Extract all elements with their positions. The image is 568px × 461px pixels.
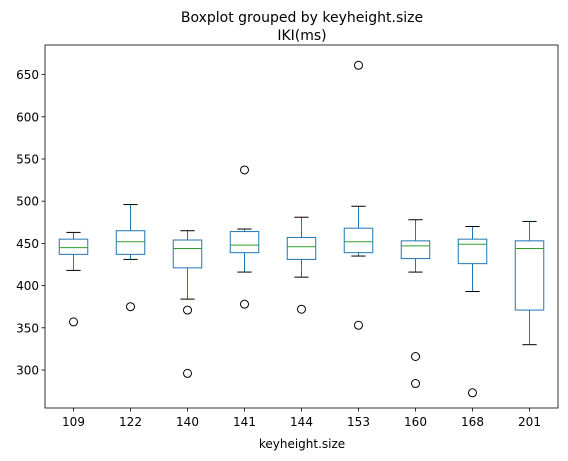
box-group bbox=[286, 216, 317, 314]
x-tick-label: 168 bbox=[461, 415, 484, 429]
box-iqr bbox=[343, 227, 374, 254]
y-tick-label: 550 bbox=[16, 152, 39, 166]
x-tick-label: 109 bbox=[62, 415, 85, 429]
box-iqr bbox=[400, 240, 431, 260]
boxes-layer bbox=[58, 60, 545, 398]
box-group bbox=[229, 165, 260, 309]
box-group bbox=[58, 231, 89, 327]
box-iqr bbox=[58, 238, 89, 255]
y-tick-label: 600 bbox=[16, 110, 39, 124]
box-iqr bbox=[457, 238, 488, 265]
outlier-point bbox=[183, 305, 192, 315]
x-axis-label: keyheight.size bbox=[259, 437, 345, 451]
box-iqr bbox=[514, 240, 545, 311]
x-tick-label: 144 bbox=[290, 415, 313, 429]
box-group bbox=[172, 230, 203, 378]
y-tick-label: 300 bbox=[16, 364, 39, 378]
y-tick-label: 500 bbox=[16, 195, 39, 209]
y-axis: 300 350 400 450 500 550 600 650 bbox=[16, 68, 45, 378]
box-iqr bbox=[115, 230, 146, 255]
box-group bbox=[457, 226, 488, 398]
outlier-point bbox=[354, 60, 363, 70]
x-tick-label: 160 bbox=[404, 415, 427, 429]
chart-subtitle: IKI(ms) bbox=[277, 28, 326, 44]
outlier-point bbox=[297, 304, 306, 314]
x-tick-label: 122 bbox=[119, 415, 142, 429]
x-tick-label: 141 bbox=[233, 415, 256, 429]
x-axis: 109 122 140 141 144 153 160 168 201 bbox=[62, 408, 541, 429]
outlier-point bbox=[468, 388, 477, 398]
x-tick-label: 140 bbox=[176, 415, 199, 429]
x-tick-label: 201 bbox=[518, 415, 541, 429]
x-tick-label: 153 bbox=[347, 415, 370, 429]
box-iqr bbox=[286, 236, 317, 260]
chart-title: Boxplot grouped by keyheight.size bbox=[181, 10, 423, 26]
outlier-point bbox=[126, 302, 135, 312]
outlier-point bbox=[183, 368, 192, 378]
outlier-point bbox=[354, 320, 363, 330]
y-tick-label: 650 bbox=[16, 68, 39, 82]
outlier-point bbox=[69, 317, 78, 327]
outlier-point bbox=[240, 299, 249, 309]
box-group bbox=[343, 60, 374, 330]
y-tick-label: 350 bbox=[16, 321, 39, 335]
box-group bbox=[400, 219, 431, 389]
y-tick-label: 450 bbox=[16, 237, 39, 251]
outlier-point bbox=[240, 165, 249, 175]
box-group bbox=[115, 204, 146, 312]
box-group bbox=[514, 220, 545, 346]
plot-frame bbox=[44, 44, 559, 409]
box-iqr bbox=[229, 231, 260, 254]
y-tick-label: 400 bbox=[16, 279, 39, 293]
outlier-point bbox=[411, 352, 420, 362]
outlier-point bbox=[411, 379, 420, 389]
box-iqr bbox=[172, 239, 203, 269]
